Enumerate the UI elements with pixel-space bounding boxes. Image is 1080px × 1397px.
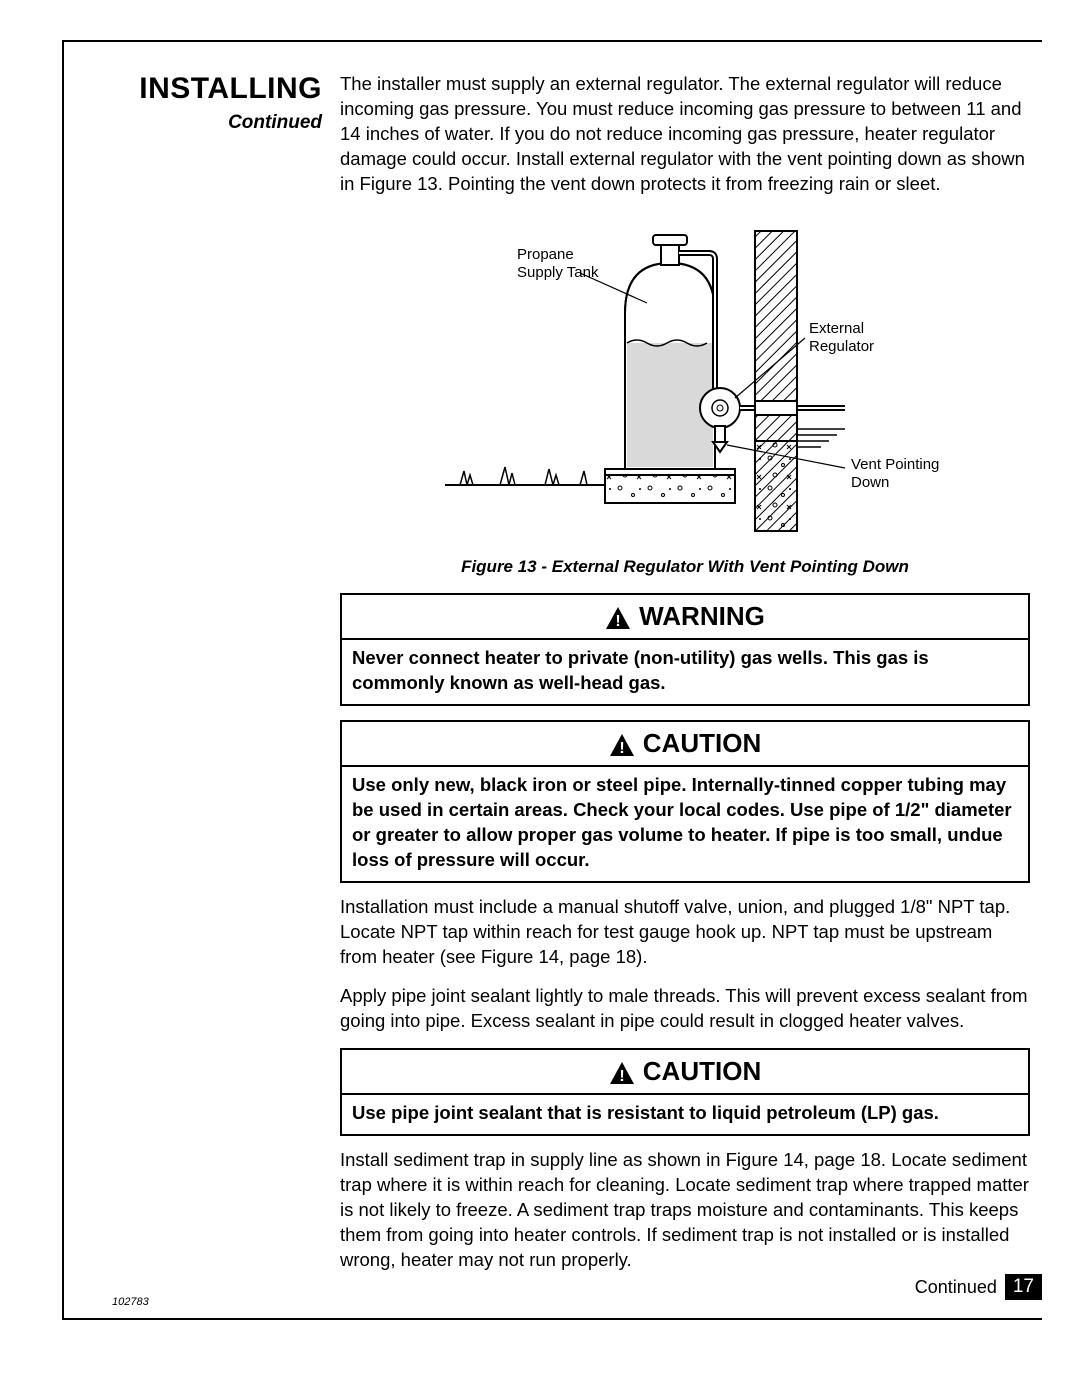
sidebar: INSTALLING Continued (112, 72, 322, 1287)
footer-continued: Continued (915, 1277, 997, 1298)
warning-header: ! WARNING (342, 595, 1028, 640)
label-external-2: Regulator (809, 338, 874, 355)
main-content: The installer must supply an external re… (340, 72, 1030, 1287)
caution-2-body: Use pipe joint sealant that is resistant… (342, 1095, 1028, 1134)
caution-icon: ! (609, 731, 635, 755)
caution-1-header: ! CAUTION (342, 722, 1028, 767)
caution-1-title: CAUTION (643, 726, 761, 761)
page-number: 17 (1005, 1274, 1042, 1300)
warning-body: Never connect heater to private (non-uti… (342, 640, 1028, 704)
regulator-diagram: Propane Supply Tank External Regulator V… (405, 213, 965, 543)
content-columns: INSTALLING Continued The installer must … (64, 72, 1042, 1287)
svg-text:!: ! (615, 613, 620, 630)
label-propane-2: Supply Tank (517, 264, 599, 281)
caution-box-2: ! CAUTION Use pipe joint sealant that is… (340, 1048, 1030, 1136)
document-id: 102783 (112, 1296, 149, 1308)
section-title: INSTALLING (112, 72, 322, 106)
warning-icon: ! (605, 604, 631, 628)
warning-box: ! WARNING Never connect heater to privat… (340, 593, 1030, 706)
svg-text:!: ! (619, 740, 624, 757)
caution-box-1: ! CAUTION Use only new, black iron or st… (340, 720, 1030, 883)
footer: Continued 17 (915, 1274, 1042, 1300)
intro-paragraph: The installer must supply an external re… (340, 72, 1030, 197)
page-frame: INSTALLING Continued The installer must … (62, 40, 1042, 1320)
label-propane-1: Propane (517, 246, 574, 263)
paragraph-install-valve: Installation must include a manual shuto… (340, 895, 1030, 970)
svg-text:!: ! (619, 1068, 624, 1085)
caution-2-header: ! CAUTION (342, 1050, 1028, 1095)
figure-13: Propane Supply Tank External Regulator V… (340, 213, 1030, 579)
label-vent-1: Vent Pointing (851, 456, 939, 473)
caution-2-title: CAUTION (643, 1054, 761, 1089)
caution-icon: ! (609, 1059, 635, 1083)
warning-title: WARNING (639, 599, 765, 634)
label-vent-2: Down (851, 474, 889, 491)
caution-1-body: Use only new, black iron or steel pipe. … (342, 767, 1028, 881)
paragraph-sediment-trap: Install sediment trap in supply line as … (340, 1148, 1030, 1273)
paragraph-sealant: Apply pipe joint sealant lightly to male… (340, 984, 1030, 1034)
figure-caption: Figure 13 - External Regulator With Vent… (340, 556, 1030, 579)
label-external-1: External (809, 320, 864, 337)
continued-label: Continued (112, 112, 322, 134)
